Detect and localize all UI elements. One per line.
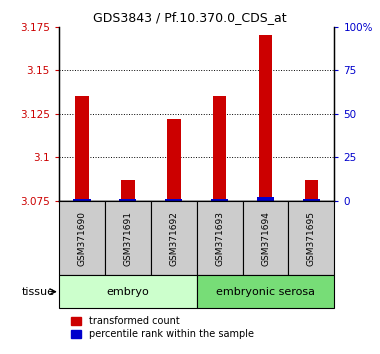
Bar (167, 119, 180, 201)
Bar (59, 201, 105, 275)
Bar (213, 96, 226, 201)
Bar (197, 275, 334, 308)
Bar (257, 197, 274, 201)
Bar (73, 199, 90, 201)
Text: embryonic serosa: embryonic serosa (216, 287, 315, 297)
Text: GDS3843 / Pf.10.370.0_CDS_at: GDS3843 / Pf.10.370.0_CDS_at (93, 11, 287, 24)
Bar (303, 199, 320, 201)
Bar (211, 199, 228, 201)
Bar (59, 275, 197, 308)
Legend: transformed count, percentile rank within the sample: transformed count, percentile rank withi… (71, 316, 254, 339)
Bar (121, 180, 135, 201)
Text: embryo: embryo (106, 287, 149, 297)
Bar (304, 180, 318, 201)
Text: GSM371693: GSM371693 (215, 211, 224, 266)
Text: tissue: tissue (22, 287, 55, 297)
Bar (165, 199, 182, 201)
Bar (197, 201, 242, 275)
Bar (288, 201, 334, 275)
Bar (119, 199, 136, 201)
Text: GSM371690: GSM371690 (78, 211, 86, 266)
Text: GSM371694: GSM371694 (261, 211, 270, 266)
Text: GSM371695: GSM371695 (307, 211, 316, 266)
Text: GSM371691: GSM371691 (123, 211, 132, 266)
Bar (105, 201, 151, 275)
Text: GSM371692: GSM371692 (169, 211, 178, 266)
Bar (242, 201, 288, 275)
Bar (75, 96, 89, 201)
Bar (151, 201, 197, 275)
Bar (259, 35, 272, 201)
